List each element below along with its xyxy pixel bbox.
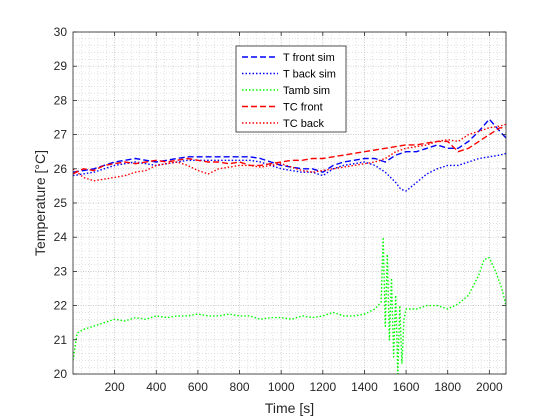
x-tick-label: 400 — [146, 380, 166, 394]
y-tick-label: 26 — [54, 162, 68, 176]
y-axis-label: Temperature [°C] — [32, 150, 48, 256]
legend: T front sim T back sim Tamb sim TC front TC … — [235, 45, 347, 133]
y-tick-label: 24 — [54, 230, 68, 244]
x-tick-label: 600 — [188, 380, 208, 394]
legend-label: T back sim — [283, 69, 336, 81]
x-tick-label: 200 — [105, 380, 125, 394]
x-tick-label: 800 — [230, 380, 250, 394]
series-line-tc-front — [73, 127, 506, 175]
legend-label: T front sim — [283, 52, 335, 64]
y-tick-label: 23 — [54, 264, 68, 278]
y-tick-label: 22 — [54, 299, 68, 313]
x-axis-label: Time [s] — [265, 400, 314, 416]
y-tick-label: 20 — [54, 367, 68, 381]
y-tick-label: 29 — [54, 59, 68, 73]
y-tick-label: 25 — [54, 196, 68, 210]
legend-label: Tamb sim — [283, 85, 330, 97]
legend-label: TC front — [283, 102, 323, 114]
x-tick-label: 1800 — [434, 380, 461, 394]
x-tick-label: 2000 — [476, 380, 503, 394]
x-tick-label: 1600 — [393, 380, 420, 394]
y-tick-label: 28 — [54, 93, 68, 107]
y-tick-label: 27 — [54, 128, 68, 142]
legend-label: TC back — [283, 118, 324, 130]
y-tick-label: 30 — [54, 25, 68, 39]
series-line-tc-back — [73, 123, 506, 182]
y-tick-label: 21 — [54, 333, 68, 347]
x-tick-label: 1000 — [268, 380, 295, 394]
ticks — [73, 31, 506, 375]
series-layer — [73, 118, 506, 374]
legend-box — [235, 45, 347, 133]
y-tick-labels: 20 21 22 23 24 25 26 27 28 29 30 — [54, 25, 68, 381]
series-line-t-back-sim — [73, 152, 506, 192]
x-tick-labels: 200 400 600 800 1000 1200 1400 1600 1800 2000 — [105, 380, 503, 394]
series-line-tamb-sim — [73, 236, 506, 374]
x-tick-label: 1400 — [351, 380, 378, 394]
series-line-t-front-sim — [73, 118, 506, 173]
x-tick-label: 1200 — [309, 380, 336, 394]
